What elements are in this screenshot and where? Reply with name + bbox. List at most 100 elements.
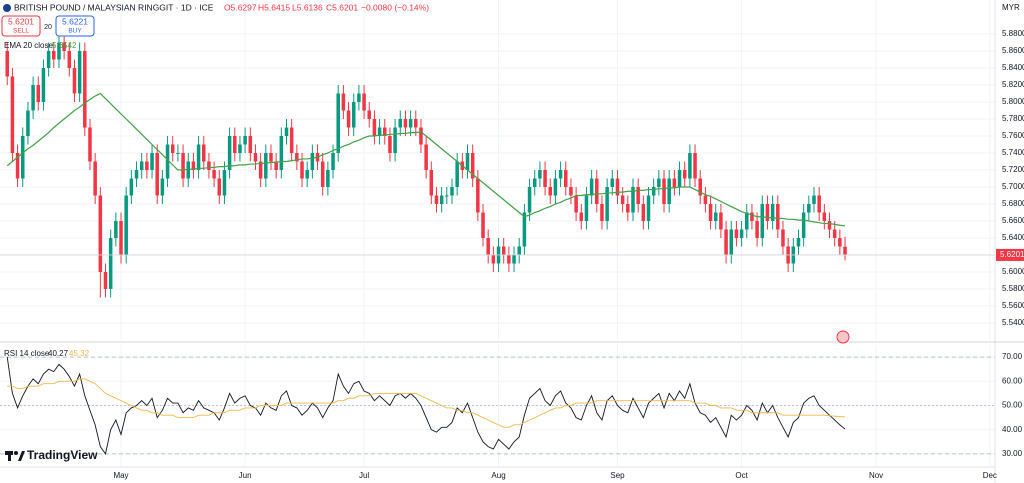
logo-mark: [18, 451, 25, 461]
rsi-tick-label: 60.00: [1002, 376, 1023, 385]
candle-body: [408, 119, 413, 128]
candle-body: [476, 178, 480, 213]
sell-label: SELL: [13, 28, 29, 35]
candle-body: [20, 136, 25, 179]
rsi-value: 40.27: [48, 349, 69, 358]
sell-price: 5.6201: [8, 16, 34, 26]
candle-body: [160, 178, 165, 196]
candle-body: [176, 153, 180, 154]
candle-body: [465, 153, 470, 170]
candle-body: [269, 153, 273, 162]
y-tick-label: 5.6000: [1002, 267, 1024, 276]
candle-body: [362, 93, 366, 111]
candle-body: [636, 187, 640, 204]
ema-legend: EMA 20 close: [4, 41, 53, 50]
y-tick-label: 5.8200: [1002, 80, 1024, 89]
candle-body: [615, 178, 620, 196]
candle-body: [548, 187, 553, 196]
candle-body: [36, 85, 41, 102]
candle-body: [155, 153, 159, 196]
rsi-tick-label: 40.00: [1002, 425, 1023, 434]
spread: 20: [44, 24, 52, 31]
candle-body: [708, 204, 713, 221]
candle-body: [31, 85, 35, 111]
candle-body: [248, 136, 253, 153]
candle-body: [703, 195, 708, 204]
candle-body: [238, 144, 242, 153]
candle-body: [243, 136, 247, 145]
candle-body: [15, 153, 20, 179]
candle-body: [765, 204, 770, 221]
sell-button[interactable]: [1, 15, 41, 37]
candle-body: [289, 127, 294, 153]
candle-body: [455, 161, 459, 187]
candle-body: [217, 178, 222, 196]
candle-body: [450, 187, 454, 196]
y-tick-label: 5.7200: [1002, 165, 1024, 174]
candle-body: [279, 136, 284, 170]
ohlc-close: C5.6201: [326, 2, 358, 12]
last-price-box: [996, 248, 1024, 261]
candle-body: [626, 204, 630, 213]
rsi-line: [7, 378, 846, 428]
candle-body: [713, 212, 718, 221]
candle-body: [357, 93, 361, 102]
candle-body: [445, 195, 449, 197]
event-icon[interactable]: [836, 330, 850, 344]
candle-body: [801, 212, 806, 238]
candle-body: [57, 42, 61, 60]
candle-body: [201, 144, 206, 162]
candle-body: [186, 161, 191, 179]
y-tick-label: 5.8800: [1002, 29, 1024, 38]
symbol-title: BRITISH POUND / MALAYSIAN RINGGIT · 1D ·…: [14, 2, 214, 12]
y-tick-label: 5.8600: [1002, 46, 1024, 55]
candle-body: [5, 51, 9, 77]
candle-body: [600, 204, 604, 221]
candle-body: [253, 153, 258, 162]
candle-body: [631, 187, 635, 213]
candle-body: [429, 170, 434, 196]
y-tick-label: 5.5600: [1002, 301, 1024, 310]
candle-body: [657, 178, 661, 187]
candle-body: [677, 170, 682, 187]
candle-body: [170, 144, 175, 153]
candle-body: [832, 229, 837, 238]
candle-body: [672, 178, 677, 187]
candle-body: [770, 204, 775, 221]
candle-body: [398, 119, 403, 128]
candle-body: [341, 93, 346, 111]
candle-body: [739, 229, 744, 238]
y-tick-label: 5.7000: [1002, 182, 1024, 191]
buy-label: BUY: [68, 28, 82, 35]
candle-body: [351, 102, 356, 128]
candle-body: [760, 204, 765, 238]
ohlc-change: −0.0080 (−0.14%): [361, 2, 429, 12]
candle-body: [620, 195, 625, 204]
rsi-tick-label: 70.00: [1002, 352, 1023, 361]
candle-body: [569, 187, 573, 196]
candle-body: [300, 161, 304, 179]
candle-body: [781, 229, 785, 247]
candle-body: [486, 238, 490, 255]
candle-body: [527, 187, 532, 213]
buy-button[interactable]: [55, 15, 95, 37]
candle-body: [538, 170, 542, 179]
candle-body: [227, 136, 232, 170]
candle-body: [807, 204, 811, 213]
logo-mark: [14, 451, 18, 455]
candle-body: [434, 195, 439, 204]
candle-body: [424, 144, 428, 170]
candle-body: [41, 68, 46, 102]
candle-body: [812, 195, 816, 204]
candle-body: [72, 68, 77, 94]
x-tick-label: Dec: [983, 471, 997, 480]
candle-body: [481, 212, 485, 238]
x-tick-label: May: [113, 471, 128, 480]
candle-body: [207, 161, 211, 170]
candle-body: [264, 153, 268, 179]
candle-body: [258, 161, 263, 179]
candle-body: [119, 221, 123, 255]
logo-mark: [8, 451, 11, 461]
candle-body: [310, 153, 315, 170]
